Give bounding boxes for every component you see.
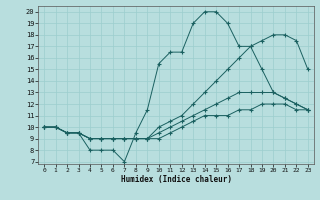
X-axis label: Humidex (Indice chaleur): Humidex (Indice chaleur) [121, 175, 231, 184]
